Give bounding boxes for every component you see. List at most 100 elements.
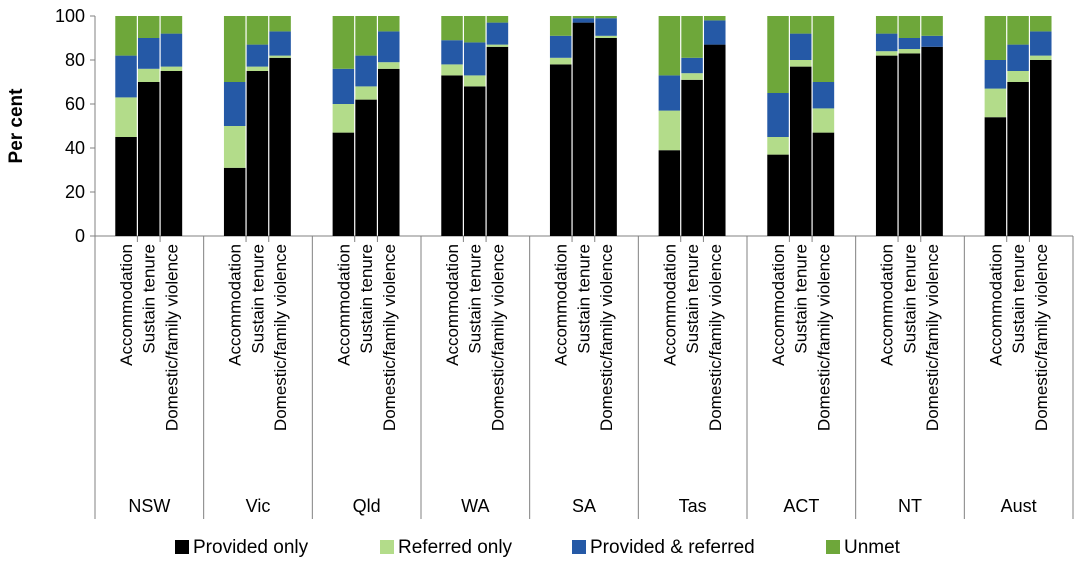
legend-swatch (572, 540, 586, 554)
x-category-label: Domestic/family violence (271, 244, 290, 431)
bar-segment (115, 97, 137, 137)
bar-segment (658, 16, 681, 76)
bar-segment (658, 150, 681, 236)
bar-segment (921, 16, 943, 36)
bar-segment (332, 132, 355, 236)
x-category-label: Sustain tenure (683, 244, 702, 354)
y-axis-label: Per cent (6, 88, 27, 164)
bar-segment (355, 86, 377, 100)
bar-segment (898, 16, 921, 38)
x-category-label: Accommodation (334, 244, 353, 366)
x-group-label: ACT (783, 496, 819, 516)
bar-segment (812, 82, 835, 109)
bar-segment (812, 108, 835, 133)
bar-segment (681, 16, 703, 58)
bar-segment (549, 64, 572, 237)
bar-segment (549, 57, 572, 65)
bar-segment (921, 46, 943, 236)
x-category-label: Accommodation (986, 244, 1005, 366)
legend-label: Unmet (844, 537, 901, 558)
bar-segment (875, 16, 898, 34)
x-category-label: Domestic/family violence (706, 244, 725, 431)
bar-segment (572, 18, 595, 23)
y-tick-label: 100 (55, 6, 85, 26)
x-group-label: SA (572, 496, 596, 516)
x-group-label: Tas (679, 496, 707, 516)
x-category-label: Domestic/family violence (923, 244, 942, 431)
legend-label: Provided & referred (590, 537, 755, 558)
bar-segment (137, 68, 160, 82)
x-category-label: Sustain tenure (248, 244, 267, 354)
x-group-label: Aust (1001, 496, 1037, 516)
x-category-label: Sustain tenure (357, 244, 376, 354)
x-category-label: Sustain tenure (466, 244, 485, 354)
legend: Provided only Referred only Provided & ref… (175, 537, 901, 558)
bar-segment (704, 44, 726, 236)
x-category-label: Sustain tenure (574, 244, 593, 354)
bar-segment (378, 31, 400, 63)
y-tick-label: 60 (65, 94, 85, 114)
bar-segment (595, 35, 617, 38)
bar-segment (137, 38, 160, 69)
bar-segment (812, 132, 835, 236)
bar-segment (332, 68, 355, 104)
x-category-label: Sustain tenure (900, 244, 919, 354)
bar-segment (1030, 60, 1052, 236)
bar-segment (269, 55, 291, 58)
y-tick-label: 80 (65, 50, 85, 70)
bar-segment (441, 75, 463, 237)
bar-segment (486, 16, 509, 23)
bar-segment (223, 82, 246, 126)
bar-segment (1007, 82, 1029, 236)
legend-swatch (175, 540, 189, 554)
bar-segment (984, 117, 1007, 236)
legend-swatch (380, 540, 394, 554)
bar-segment (789, 66, 812, 236)
bar-segment (681, 57, 703, 74)
bar-segment (223, 126, 246, 168)
bar-segment (463, 75, 486, 87)
bar-segment (137, 16, 160, 38)
x-category-label: Accommodation (878, 244, 897, 366)
bar-segment (115, 16, 137, 56)
axes-layer (90, 15, 1074, 519)
bar-segment (269, 57, 291, 236)
bar-segment (898, 49, 921, 54)
bar-segment (572, 16, 595, 19)
bar-segment (681, 79, 703, 236)
y-tick-label: 0 (75, 226, 85, 246)
bar-segment (704, 16, 726, 21)
x-category-label: Sustain tenure (140, 244, 159, 354)
bar-segment (812, 16, 835, 82)
bar-segment (549, 16, 572, 36)
bar-segment (875, 51, 898, 56)
bar-segment (1007, 71, 1029, 82)
bar-segment (246, 66, 269, 71)
bar-segment (767, 154, 789, 236)
bar-segment (1007, 44, 1029, 71)
bar-segment (595, 16, 617, 19)
x-category-label: Domestic/family violence (488, 244, 507, 431)
x-category-label: Accommodation (660, 244, 679, 366)
y-tick-label: 40 (65, 138, 85, 158)
bar-segment (658, 75, 681, 111)
bar-segment (984, 88, 1007, 118)
bar-segment (463, 42, 486, 76)
bar-segment (332, 104, 355, 133)
bar-segment (160, 66, 183, 71)
x-group-label: WA (461, 496, 489, 516)
bar-segment (378, 68, 400, 236)
bar-segment (875, 55, 898, 236)
bar-segment (355, 99, 377, 236)
x-category-label: Accommodation (117, 244, 136, 366)
x-category-label: Accommodation (769, 244, 788, 366)
x-category-label: Accommodation (552, 244, 571, 366)
bar-segment (1030, 55, 1052, 60)
legend-swatch (826, 540, 840, 554)
bar-segment (355, 16, 377, 56)
bar-segment (1007, 16, 1029, 45)
x-category-label: Sustain tenure (792, 244, 811, 354)
x-category-label: Domestic/family violence (1032, 244, 1051, 431)
bar-segment (486, 46, 509, 236)
